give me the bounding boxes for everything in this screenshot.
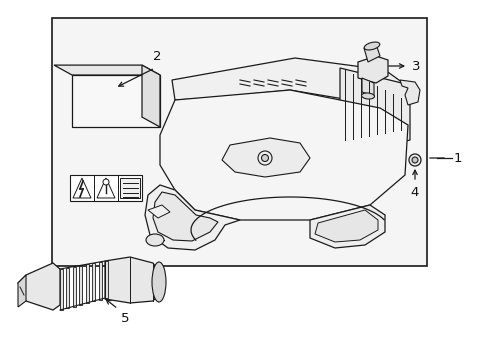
- Polygon shape: [79, 266, 82, 305]
- Polygon shape: [85, 265, 88, 303]
- Ellipse shape: [146, 234, 163, 246]
- Text: 2: 2: [152, 50, 161, 63]
- Ellipse shape: [364, 42, 379, 50]
- Polygon shape: [361, 78, 373, 96]
- Polygon shape: [160, 90, 407, 220]
- Text: 3: 3: [411, 59, 420, 72]
- Polygon shape: [18, 275, 26, 307]
- Polygon shape: [105, 257, 160, 303]
- Polygon shape: [99, 262, 102, 300]
- Polygon shape: [72, 75, 160, 127]
- Ellipse shape: [361, 93, 374, 99]
- Polygon shape: [66, 268, 69, 308]
- Polygon shape: [399, 80, 419, 105]
- Polygon shape: [339, 68, 409, 148]
- Polygon shape: [153, 192, 218, 241]
- Polygon shape: [172, 58, 409, 108]
- Text: 1: 1: [453, 152, 462, 165]
- Bar: [52, 18, 426, 266]
- Polygon shape: [145, 185, 240, 250]
- Bar: [70, 175, 142, 201]
- Polygon shape: [18, 263, 60, 310]
- Polygon shape: [309, 205, 384, 248]
- Circle shape: [258, 151, 271, 165]
- Polygon shape: [222, 138, 309, 177]
- Polygon shape: [73, 267, 76, 307]
- Polygon shape: [357, 56, 387, 83]
- Circle shape: [103, 179, 109, 185]
- Circle shape: [261, 154, 268, 162]
- Text: 5: 5: [121, 312, 129, 325]
- Polygon shape: [73, 178, 91, 198]
- Polygon shape: [92, 263, 95, 301]
- Polygon shape: [148, 205, 170, 218]
- Polygon shape: [97, 178, 115, 198]
- Circle shape: [408, 154, 420, 166]
- Polygon shape: [54, 65, 160, 75]
- Text: 4: 4: [410, 186, 418, 199]
- Polygon shape: [60, 269, 63, 310]
- Polygon shape: [120, 178, 140, 198]
- Polygon shape: [105, 261, 108, 298]
- Polygon shape: [314, 210, 377, 242]
- Polygon shape: [142, 65, 160, 127]
- Circle shape: [411, 157, 417, 163]
- Polygon shape: [363, 44, 379, 62]
- Ellipse shape: [152, 262, 165, 302]
